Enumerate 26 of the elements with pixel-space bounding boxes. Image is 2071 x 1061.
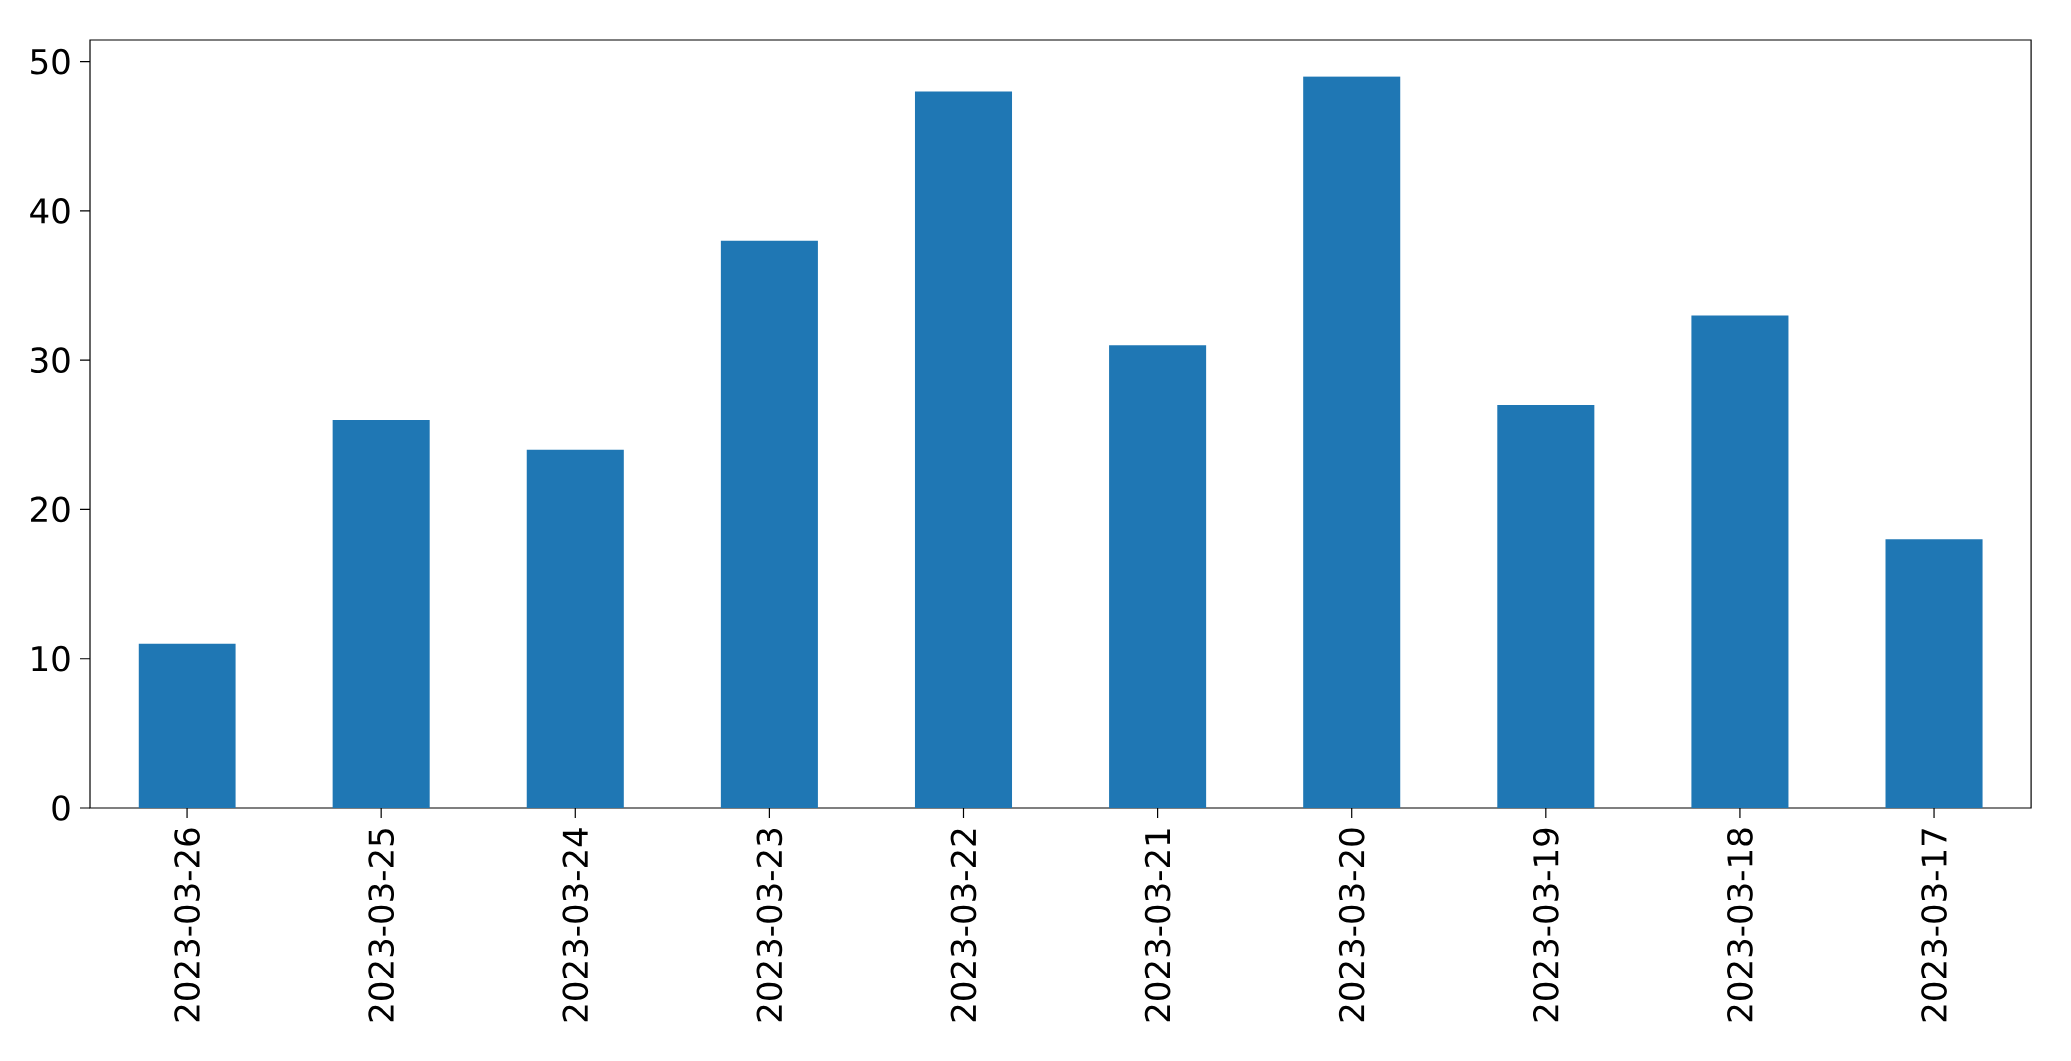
bar [332, 419, 430, 808]
x-tick-label: 2023-03-26 [174, 828, 200, 1022]
x-tick-label: 2023-03-20 [1338, 828, 1365, 1022]
y-tick-label: 20 [31, 496, 70, 523]
x-tick-label: 2023-03-23 [756, 828, 783, 1022]
y-tick-label: 50 [31, 48, 70, 75]
x-tick-label: 2023-03-25 [368, 829, 395, 1022]
bar [720, 240, 818, 808]
x-tick-label: 2023-03-24 [562, 828, 589, 1022]
x-tick-label: 2023-03-19 [1532, 828, 1559, 1022]
x-tick-label: 2023-03-22 [950, 829, 977, 1022]
x-tick-label: 2023-03-18 [1727, 828, 1753, 1022]
bar [138, 643, 236, 808]
bar [526, 449, 624, 808]
x-tick-label: 2023-03-21 [1144, 829, 1171, 1022]
bar [1497, 404, 1595, 808]
bar [1109, 345, 1207, 808]
bar [914, 91, 1013, 808]
bar [1885, 539, 1983, 808]
bar [1303, 76, 1401, 808]
y-tick-label: 30 [31, 347, 70, 374]
y-tick-label: 0 [52, 795, 70, 821]
bar [1691, 315, 1789, 808]
y-tick-label: 40 [30, 198, 70, 224]
x-tick-label: 2023-03-17 [1921, 829, 1947, 1022]
y-tick-label: 10 [32, 645, 70, 672]
